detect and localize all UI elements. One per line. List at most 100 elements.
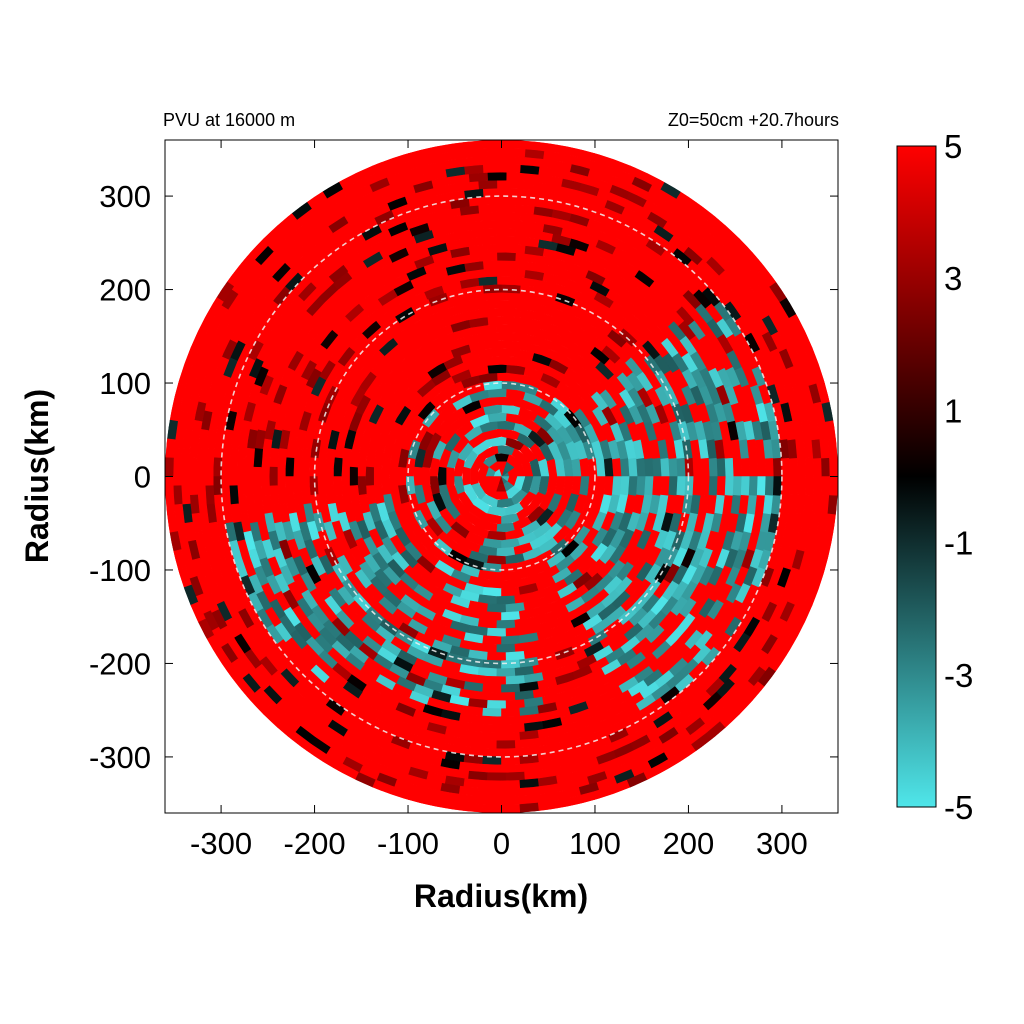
heatmap-cell — [228, 448, 239, 468]
heatmap-field — [165, 140, 838, 813]
heatmap-cell — [496, 324, 516, 334]
heatmap-cell — [260, 457, 271, 477]
heatmap-cell — [486, 316, 507, 326]
heatmap-cell — [482, 635, 502, 646]
heatmap-cell — [501, 659, 521, 670]
heatmap-cell — [389, 466, 399, 487]
heatmap-cell — [486, 651, 507, 662]
x-tick-label: 300 — [756, 826, 808, 861]
reference-circle-200 — [313, 288, 690, 665]
heatmap-cell — [660, 476, 671, 496]
heatmap-cell — [486, 340, 507, 350]
heatmap-cell — [496, 788, 516, 798]
heatmap-cell — [501, 331, 521, 342]
heatmap-cell — [496, 179, 516, 189]
y-tick-label: 0 — [134, 460, 151, 495]
heatmap-cell — [501, 307, 521, 318]
heatmap-cell — [501, 635, 521, 646]
heatmap-cell — [740, 476, 751, 496]
heatmap-cell — [501, 683, 521, 694]
heatmap-cell — [748, 457, 759, 477]
heatmap-cell — [813, 476, 823, 496]
heatmap-cell — [482, 780, 502, 790]
heatmap-cell — [165, 457, 174, 477]
heatmap-cell — [496, 155, 516, 165]
x-tick-label: 0 — [493, 826, 510, 861]
heatmap-cell — [482, 731, 502, 742]
heatmap-cell — [413, 466, 423, 487]
heatmap-cell — [501, 780, 521, 790]
heatmap-cell — [486, 388, 507, 398]
heatmap-cell — [829, 457, 838, 477]
heatmap-cell — [482, 683, 502, 694]
heatmap-cell — [821, 476, 831, 496]
colorbar-tick-label: -1 — [944, 525, 973, 562]
heatmap-cell — [732, 476, 743, 496]
heatmap-cell — [628, 457, 639, 477]
heatmap-cell — [496, 692, 516, 702]
colorbar-tick-label: -5 — [944, 789, 973, 826]
heatmap-cell — [505, 747, 526, 758]
heatmap-cell — [196, 447, 207, 468]
heatmap-cell — [482, 211, 502, 222]
heatmap-cell — [772, 476, 783, 496]
heatmap-cell — [821, 457, 831, 477]
heatmap-cell — [308, 476, 319, 496]
heatmap-cell — [308, 457, 319, 477]
heatmap-cell — [501, 756, 521, 766]
heatmap-cell — [708, 457, 719, 477]
title-right: Z0=50cm +20.7hours — [668, 110, 839, 130]
heatmap-cell — [445, 466, 455, 487]
heatmap-cell — [496, 299, 516, 310]
heatmap-cell — [228, 466, 238, 487]
heatmap-cell — [708, 476, 719, 496]
heatmap-cell — [636, 476, 647, 496]
heatmap-cell — [220, 466, 230, 487]
heatmap-cell — [496, 227, 516, 237]
heatmap-cell — [505, 219, 526, 230]
heatmap-cell — [228, 485, 239, 505]
heatmap-cell — [501, 259, 521, 270]
heatmap-cell — [477, 179, 498, 190]
heatmap-cell — [236, 476, 247, 496]
heatmap-cell — [486, 579, 507, 589]
colorbar-tick-label: 1 — [944, 392, 962, 429]
colorbar: 5 3 1 -1 -3 -5 — [896, 128, 973, 826]
heatmap-cell — [373, 466, 382, 487]
heatmap-cell — [165, 494, 176, 515]
heatmap-cell — [477, 155, 498, 166]
heatmap-cell — [463, 140, 484, 151]
y-tick-label: -200 — [89, 646, 151, 681]
heatmap-cell — [341, 466, 350, 487]
heatmap-cell — [496, 203, 516, 213]
heatmap-cell — [482, 804, 502, 813]
heatmap-cell — [505, 699, 526, 710]
heatmap-cell — [660, 457, 671, 477]
heatmap-cell — [501, 163, 521, 173]
heatmap-cell — [827, 494, 838, 515]
x-tick-label: -200 — [284, 826, 346, 861]
heatmap-cell — [180, 466, 190, 487]
heatmap-cell — [477, 787, 498, 798]
heatmap-cell — [486, 724, 507, 734]
heatmap-cell — [463, 802, 484, 813]
heatmap-cell — [204, 447, 215, 468]
heatmap-cell — [748, 476, 759, 496]
heatmap-cell — [332, 476, 343, 496]
heatmap-cell — [505, 771, 526, 782]
heatmap-cell — [756, 476, 767, 496]
heatmap-cell — [644, 457, 655, 477]
heatmap-cell — [496, 740, 516, 750]
heatmap-cell — [284, 476, 295, 496]
heatmap-cell — [165, 438, 176, 459]
heatmap-cell — [797, 457, 807, 477]
reference-circle-100 — [407, 382, 596, 571]
heatmap-cell — [505, 171, 526, 182]
y-tick-label: -100 — [89, 553, 151, 588]
heatmap-cell — [260, 476, 271, 496]
heatmap-cell — [668, 476, 679, 496]
heatmap-cell — [797, 476, 807, 496]
y-tick-label: 300 — [99, 179, 151, 214]
heatmap-cell — [496, 764, 516, 774]
heatmap-cell — [644, 476, 655, 496]
